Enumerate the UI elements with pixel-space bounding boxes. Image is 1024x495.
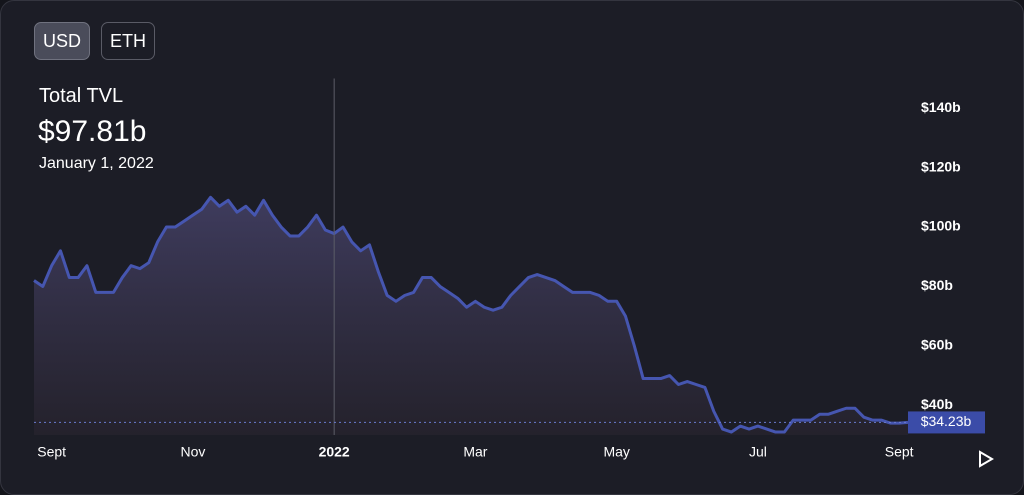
y-tick-label: $80b bbox=[921, 277, 953, 293]
currency-eth-button[interactable]: ETH bbox=[101, 22, 155, 60]
currency-usd-button[interactable]: USD bbox=[34, 22, 90, 60]
x-tick-label: Nov bbox=[180, 444, 205, 460]
y-tick-label: $100b bbox=[921, 218, 961, 234]
x-tick-label: 2022 bbox=[319, 444, 350, 460]
metric-label: Total TVL bbox=[39, 85, 124, 107]
current-value-badge bbox=[908, 411, 985, 434]
x-tick-label: May bbox=[603, 444, 629, 460]
play-button[interactable] bbox=[979, 450, 994, 468]
y-tick-label: $140b bbox=[921, 99, 961, 115]
x-tick-label: Sept bbox=[37, 444, 66, 460]
x-tick-label: Mar bbox=[463, 444, 487, 460]
area-fill bbox=[34, 197, 908, 435]
hover-date: January 1, 2022 bbox=[39, 155, 154, 172]
tvl-line bbox=[33, 195, 909, 434]
y-tick-label: $40b bbox=[921, 396, 953, 412]
x-tick-label: Jul bbox=[749, 444, 767, 460]
hover-value: $97.81b bbox=[38, 115, 147, 148]
current-value-label: $34.23b bbox=[921, 413, 972, 429]
y-tick-label: $60b bbox=[921, 337, 953, 353]
y-tick-label: $120b bbox=[921, 158, 961, 174]
x-tick-label: Sept bbox=[885, 444, 914, 460]
